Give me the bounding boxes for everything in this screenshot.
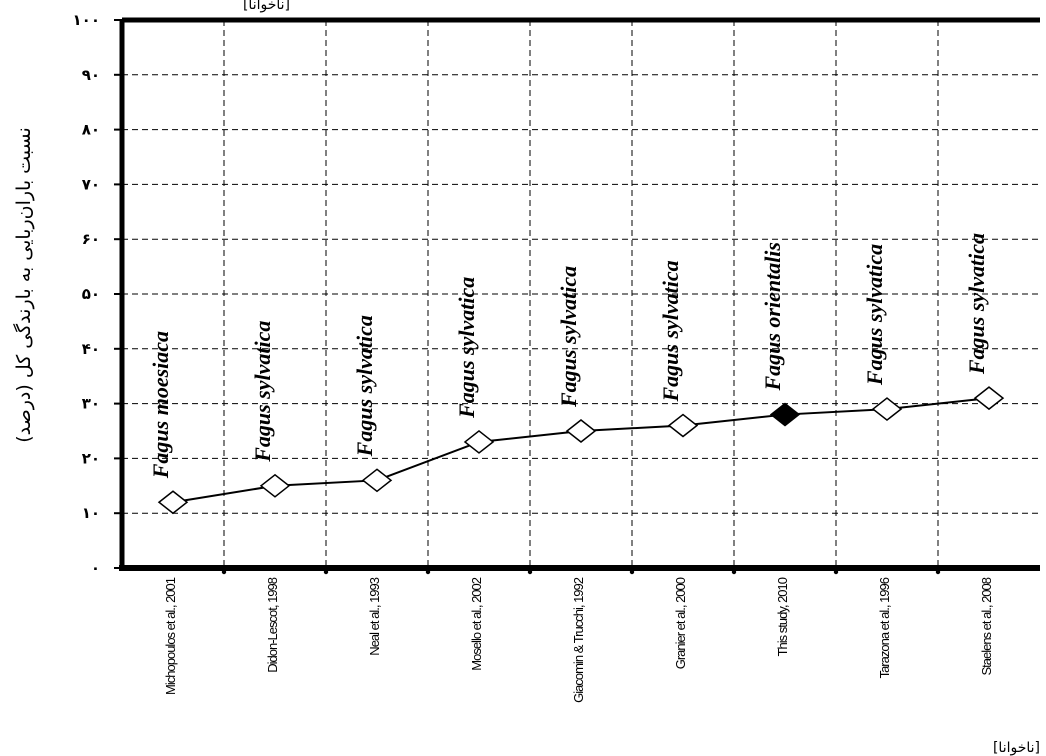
point-species-label: Fagus orientalis bbox=[760, 242, 785, 392]
axes bbox=[114, 17, 1040, 575]
x-category-labels: Michopoulos et al., 2001 Didon-Lescot, 19… bbox=[163, 577, 994, 703]
x-tick-mark bbox=[527, 569, 533, 575]
y-tick-label: ١٠ bbox=[82, 504, 100, 522]
x-category-label: Staelens et al., 2008 bbox=[979, 577, 994, 675]
bottom-text: [ناخوانا] bbox=[993, 740, 1040, 756]
x-tick-mark bbox=[323, 569, 329, 575]
x-category-label: Neal et al., 1993 bbox=[367, 577, 382, 655]
y-tick-label: ٧٠ bbox=[82, 175, 100, 193]
point-species-label: Fagus sylvatica bbox=[964, 233, 989, 375]
data-marker bbox=[361, 468, 393, 493]
x-tick-mark bbox=[629, 569, 635, 575]
highlight-marker bbox=[769, 402, 801, 427]
x-category-label: Didon-Lescot, 1998 bbox=[265, 577, 280, 673]
data-marker bbox=[463, 430, 495, 454]
series-line-path bbox=[172, 397, 990, 504]
x-tick-mark bbox=[935, 569, 941, 575]
y-tick-label: ٨٠ bbox=[82, 121, 100, 139]
point-species-label: Fagus sylvatica bbox=[250, 321, 275, 463]
data-marker bbox=[973, 386, 1005, 411]
point-species-label: Fagus moesiaca bbox=[148, 331, 173, 479]
y-tick-label: ۵٠ bbox=[82, 285, 100, 303]
series-line bbox=[172, 397, 990, 504]
y-tick-label: ١٠٠ bbox=[73, 11, 100, 29]
point-species-label: Fagus sylvatica bbox=[658, 260, 683, 402]
y-tick-label: ۴٠ bbox=[82, 340, 100, 358]
x-category-label: Tarazona et al., 1996 bbox=[877, 577, 892, 678]
data-markers bbox=[157, 386, 1005, 515]
y-tick-label: ٢٠ bbox=[82, 449, 100, 467]
y-tick-label: ۶٠ bbox=[82, 230, 100, 248]
point-labels: Fagus moesiaca Fagus sylvatica Fagus sylva… bbox=[148, 233, 989, 479]
x-category-label: Mosello et al., 2002 bbox=[469, 577, 484, 671]
y-tick-label: ٣٠ bbox=[82, 395, 100, 413]
data-marker bbox=[565, 419, 597, 443]
gridlines bbox=[122, 20, 1040, 568]
y-axis-title: نسبت باران‌ربایی به بارندگی کل (درصد) bbox=[12, 127, 35, 443]
data-marker bbox=[259, 473, 291, 498]
data-marker bbox=[871, 397, 903, 422]
x-tick-mark bbox=[425, 569, 431, 575]
data-marker bbox=[667, 413, 699, 438]
point-species-label: Fagus sylvatica bbox=[454, 277, 479, 419]
x-category-label: Giacomin & Trucchi, 1992 bbox=[571, 577, 586, 703]
x-tick-mark bbox=[221, 569, 227, 575]
y-tick-label: ٠ bbox=[91, 559, 100, 577]
x-category-label: This study, 2010 bbox=[775, 577, 790, 656]
x-tick-mark bbox=[731, 569, 737, 575]
x-category-label: Michopoulos et al., 2001 bbox=[163, 577, 178, 695]
y-tick-label: ٩٠ bbox=[82, 66, 100, 84]
top-text: [ناخوانا] bbox=[243, 0, 290, 13]
y-tick-labels: ٠ ١٠ ٢٠ ٣٠ ۴٠ ۵٠ ۶٠ ٧٠ ٨٠ ٩٠ ١٠٠ bbox=[73, 11, 100, 577]
x-category-label: Granier et al., 2000 bbox=[673, 577, 688, 669]
point-species-label: Fagus sylvatica bbox=[556, 266, 581, 408]
point-species-label: Fagus sylvatica bbox=[352, 315, 377, 457]
x-tick-mark bbox=[833, 569, 839, 575]
point-species-label: Fagus sylvatica bbox=[862, 244, 887, 386]
data-marker bbox=[157, 490, 189, 515]
